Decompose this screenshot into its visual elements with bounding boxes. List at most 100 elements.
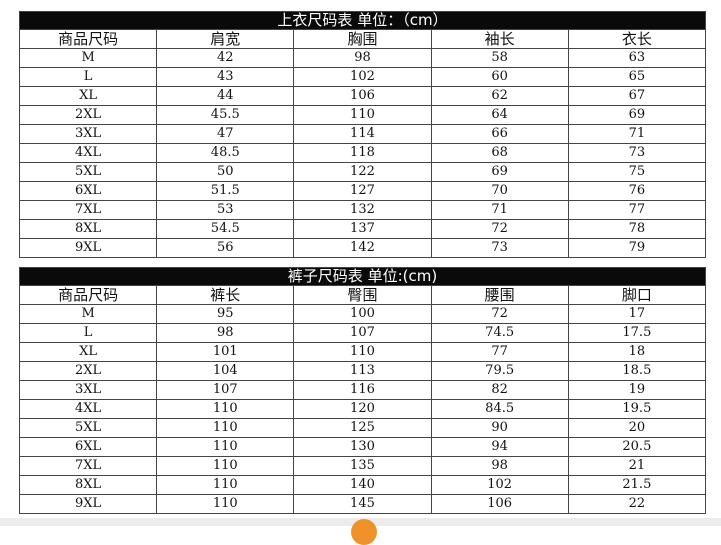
header-row: 商品尺码 裤长 臀围 腰围 脚口 [18, 285, 707, 305]
table-cell: 5XL [18, 162, 158, 182]
table-cell: 6XL [18, 437, 158, 457]
table-cell: XL [18, 86, 158, 106]
table-cell: 73 [567, 143, 707, 163]
table-cell: 4XL [18, 143, 158, 163]
column-header: 腰围 [430, 285, 569, 305]
header-row: 商品尺码 肩宽 胸围 袖长 衣长 [18, 29, 707, 49]
table-cell: 94 [430, 437, 569, 457]
table-row: 9XL 56 142 73 79 [18, 238, 707, 258]
table-cell: 110 [156, 418, 295, 438]
column-header: 商品尺码 [18, 285, 158, 305]
table-cell: 48.5 [156, 143, 295, 163]
table-row: 7XL 53 132 71 77 [18, 200, 707, 220]
table-cell: 74.5 [430, 323, 569, 343]
table-cell: 9XL [18, 238, 158, 258]
table-cell: 51.5 [156, 181, 295, 201]
table-cell: 77 [430, 342, 569, 362]
table-cell: 72 [430, 304, 569, 324]
table-cell: 98 [430, 456, 569, 476]
table-cell: 110 [156, 475, 295, 495]
table-cell: 2XL [18, 105, 158, 125]
column-header: 肩宽 [156, 29, 295, 49]
table-cell: 110 [156, 399, 295, 419]
table-cell: 106 [293, 86, 432, 106]
table-cell: 98 [293, 48, 432, 68]
table-cell: 137 [293, 219, 432, 239]
table-cell: 6XL [18, 181, 158, 201]
column-header: 袖长 [430, 29, 569, 49]
table-cell: 69 [430, 162, 569, 182]
table-row: M 42 98 58 63 [18, 48, 707, 68]
table-cell: 107 [156, 380, 295, 400]
table-cell: 132 [293, 200, 432, 220]
table-cell: 71 [567, 124, 707, 144]
table-cell: 5XL [18, 418, 158, 438]
table-cell: 102 [430, 475, 569, 495]
table-cell: 56 [156, 238, 295, 258]
table-cell: 95 [156, 304, 295, 324]
table-cell: 69 [567, 105, 707, 125]
table-cell: 102 [293, 67, 432, 87]
column-header: 衣长 [567, 29, 707, 49]
table-cell: M [18, 304, 158, 324]
table-cell: 7XL [18, 456, 158, 476]
table-cell: 122 [293, 162, 432, 182]
table-row: 9XL 110 145 106 22 [18, 494, 707, 514]
table-cell: 22 [567, 494, 707, 514]
table-cell: 110 [156, 494, 295, 514]
table-row: 5XL 50 122 69 75 [18, 162, 707, 182]
scroll-top-button[interactable] [351, 519, 377, 545]
table-cell: 120 [293, 399, 432, 419]
table-cell: 66 [430, 124, 569, 144]
table-cell: 79.5 [430, 361, 569, 381]
table-cell: L [18, 67, 158, 87]
table-cell: 54.5 [156, 219, 295, 239]
table-row: 4XL 110 120 84.5 19.5 [18, 399, 707, 419]
table-cell: 18 [567, 342, 707, 362]
table-cell: 45.5 [156, 105, 295, 125]
table-cell: 140 [293, 475, 432, 495]
table-cell: 8XL [18, 475, 158, 495]
table-row: 6XL 110 130 94 20.5 [18, 437, 707, 457]
column-header: 脚口 [567, 285, 707, 305]
table-row: XL 101 110 77 18 [18, 342, 707, 362]
table-cell: L [18, 323, 158, 343]
table-row: 8XL 54.5 137 72 78 [18, 219, 707, 239]
table-cell: 145 [293, 494, 432, 514]
table-row: 2XL 104 113 79.5 18.5 [18, 361, 707, 381]
table-cell: 104 [156, 361, 295, 381]
table-cell: 135 [293, 456, 432, 476]
column-header: 裤长 [156, 285, 295, 305]
table-cell: 79 [567, 238, 707, 258]
column-header: 商品尺码 [18, 29, 158, 49]
table-cell: 42 [156, 48, 295, 68]
table-cell: 82 [430, 380, 569, 400]
column-header: 臀围 [293, 285, 432, 305]
table-cell: 3XL [18, 380, 158, 400]
table-row: 4XL 48.5 118 68 73 [18, 143, 707, 163]
table-cell: M [18, 48, 158, 68]
table-title: 裤子尺码表 单位:(cm) [19, 267, 706, 286]
column-header: 胸围 [293, 29, 432, 49]
table-row: L 43 102 60 65 [18, 67, 707, 87]
table-cell: 70 [430, 181, 569, 201]
table-cell: 142 [293, 238, 432, 258]
table-cell: 21 [567, 456, 707, 476]
table-cell: 107 [293, 323, 432, 343]
table-cell: 78 [567, 219, 707, 239]
table-cell: 116 [293, 380, 432, 400]
table-cell: 44 [156, 86, 295, 106]
table-cell: 98 [156, 323, 295, 343]
table-cell: 72 [430, 219, 569, 239]
table-cell: 18.5 [567, 361, 707, 381]
table-cell: 68 [430, 143, 569, 163]
table-cell: 110 [293, 342, 432, 362]
table-row: 3XL 107 116 82 19 [18, 380, 707, 400]
table-row: 6XL 51.5 127 70 76 [18, 181, 707, 201]
table-cell: 4XL [18, 399, 158, 419]
table-cell: 106 [430, 494, 569, 514]
table-cell: 17.5 [567, 323, 707, 343]
table-cell: 19.5 [567, 399, 707, 419]
table-cell: 114 [293, 124, 432, 144]
table-cell: 75 [567, 162, 707, 182]
